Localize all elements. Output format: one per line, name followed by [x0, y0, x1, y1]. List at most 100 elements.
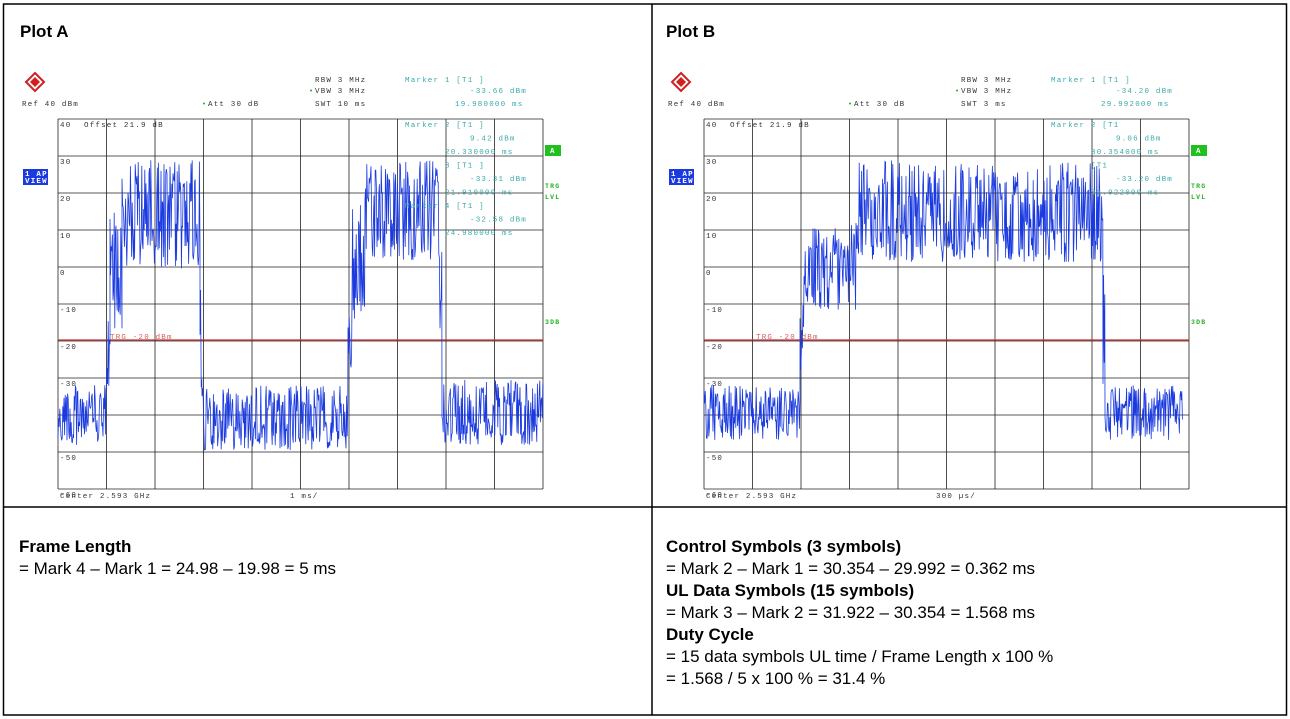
marker-box: 9.06 dBm: [1116, 136, 1162, 144]
a-box: [1191, 145, 1207, 156]
att-dot: [203, 102, 205, 105]
logo: [24, 71, 46, 93]
grid: [57, 118, 544, 490]
marker-box: 9.42 dBm: [470, 136, 516, 144]
logo-diamond: [24, 71, 46, 93]
marker-box: Marker 2 [T1 ]: [405, 122, 485, 130]
trg-label: TRG: [1191, 183, 1206, 190]
view-box: [669, 169, 694, 185]
note-text: = 15 data symbols UL time / Frame Length…: [666, 647, 1053, 666]
a-label: A: [550, 148, 556, 156]
note-heading: UL Data Symbols (15 symbols): [666, 581, 914, 600]
y-label: -50: [60, 455, 77, 463]
y-label: 30: [706, 159, 717, 167]
marker-box: 31.922000 ms: [1091, 190, 1159, 198]
trg-label: LVL: [1191, 194, 1206, 201]
note-heading: Control Symbols (3 symbols): [666, 537, 901, 556]
marker-1: Marker 1 [T1 ]: [1051, 77, 1131, 85]
center-frequency: Center 2.593 GHz: [60, 493, 151, 501]
trace: [57, 160, 544, 451]
y-label: -30: [60, 381, 77, 389]
table-borders: [2, 3, 1288, 716]
marker-box: [T1: [1091, 163, 1108, 171]
y-label: -10: [60, 307, 77, 315]
marker-1: 29.992000 ms: [1101, 101, 1169, 109]
offset: Offset 21.9 dB: [730, 122, 810, 130]
view-label: VIEW: [25, 178, 48, 186]
ref-level: Ref 40 dBm: [668, 101, 725, 109]
marker-box: -33.20 dBm: [1116, 176, 1173, 184]
plot: Plot B RBW 3 MHz VBW 3 MHz Ref 40 dBm Att 30…: [666, 22, 1207, 501]
view-label: VIEW: [671, 178, 694, 186]
trace: [703, 160, 1183, 440]
att-dot: [849, 102, 851, 105]
y-label: -10: [706, 307, 723, 315]
marker-1: Marker 1 [T1 ]: [405, 77, 485, 85]
sweep-time: SWT 3 ms: [961, 101, 1007, 109]
center-frequency: Center 2.593 GHz: [706, 493, 797, 501]
y-label: -50: [706, 455, 723, 463]
y-label: 10: [60, 233, 71, 241]
logo: [670, 71, 692, 93]
marker-box: -33.31 dBm: [470, 176, 527, 184]
marker-box: Marker 2 [T1: [1051, 122, 1119, 130]
plot-title: Plot A: [20, 22, 68, 41]
marker-1: -33.66 dBm: [470, 88, 527, 96]
marker-box: -32.58 dBm: [470, 217, 527, 225]
span: 1 ms/: [290, 493, 319, 501]
trigger-label: TRG -20 dBm: [110, 334, 173, 342]
note-heading: Duty Cycle: [666, 625, 754, 644]
marker-box: 24.980000 ms: [445, 230, 513, 238]
y-label: 0: [706, 270, 712, 278]
vbw: VBW 3 MHz: [315, 88, 366, 96]
3db-label: 3DB: [545, 319, 560, 326]
y-label: -60: [60, 492, 77, 500]
marker-box: 3 [T1 ]: [445, 163, 485, 171]
note-text: = Mark 4 – Mark 1 = 24.98 – 19.98 = 5 ms: [19, 559, 336, 578]
3db-label: 3DB: [1191, 319, 1206, 326]
span: 300 µs/: [936, 493, 976, 501]
marker-box: Marker 4 [T1 ]: [405, 203, 485, 211]
rbw: RBW 3 MHz: [315, 77, 366, 85]
rbw: RBW 3 MHz: [961, 77, 1012, 85]
note-heading: Frame Length: [19, 537, 131, 556]
trigger-label: TRG -20 dBm: [756, 334, 819, 342]
vbw-dot: [310, 89, 312, 92]
sweep-time: SWT 10 ms: [315, 101, 366, 109]
plot-title: Plot B: [666, 22, 715, 41]
ref-level: Ref 40 dBm: [22, 101, 79, 109]
trg-label: TRG: [545, 183, 560, 190]
logo-inner: [30, 77, 40, 87]
y-label: 0: [60, 270, 66, 278]
view-label: 1 AP: [25, 171, 48, 179]
y-label: -20: [60, 344, 77, 352]
y-label: -20: [706, 344, 723, 352]
y-label: 40: [706, 122, 717, 130]
vbw: VBW 3 MHz: [961, 88, 1012, 96]
logo-diamond: [670, 71, 692, 93]
y-label: 20: [60, 196, 71, 204]
note-text: = Mark 2 – Mark 1 = 30.354 – 29.992 = 0.…: [666, 559, 1035, 578]
logo-inner: [676, 77, 686, 87]
note-text: = 1.568 / 5 x 100 % = 31.4 %: [666, 669, 885, 688]
marker-1: 19.980000 ms: [455, 101, 523, 109]
plot: Plot A RBW 3 MHz VBW 3 MHz Ref 40 dBm Att 30…: [20, 22, 561, 501]
y-label: 10: [706, 233, 717, 241]
y-label: 20: [706, 196, 717, 204]
attenuation: Att 30 dB: [854, 101, 905, 109]
view-box: [23, 169, 48, 185]
marker-box: 21.910000 ms: [445, 190, 513, 198]
note-text: = Mark 3 – Mark 2 = 31.922 – 30.354 = 1.…: [666, 603, 1035, 622]
view-label: 1 AP: [671, 171, 694, 179]
marker-box: 20.330000 ms: [445, 149, 513, 157]
marker-box: 30.354000 ms: [1091, 149, 1159, 157]
attenuation: Att 30 dB: [208, 101, 259, 109]
a-label: A: [1196, 148, 1202, 156]
offset: Offset 21.9 dB: [84, 122, 164, 130]
trg-label: LVL: [545, 194, 560, 201]
y-label: 40: [60, 122, 71, 130]
marker-1: -34.20 dBm: [1116, 88, 1173, 96]
y-label: -60: [706, 492, 723, 500]
